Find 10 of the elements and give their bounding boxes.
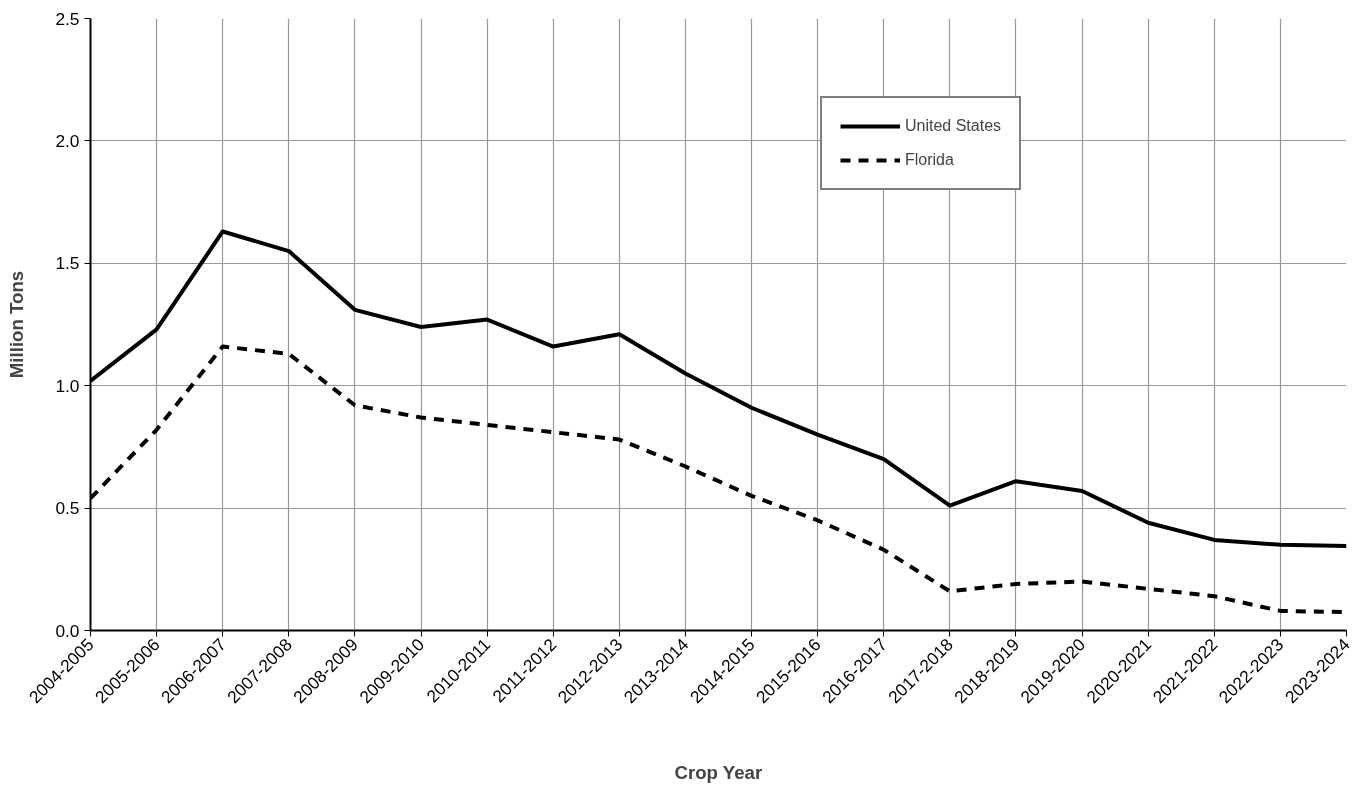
y-tick-label: 1.0: [55, 375, 80, 396]
y-tick-label: 2.5: [55, 8, 80, 29]
y-axis-title: Million Tons: [6, 270, 28, 379]
legend-label: Florida: [905, 151, 954, 169]
y-tick-label: 0.0: [55, 620, 80, 641]
y-tick-label: 0.5: [55, 498, 80, 519]
x-axis-title: Crop Year: [674, 761, 763, 783]
legend-label: United States: [905, 117, 1002, 135]
y-tick-label: 1.5: [55, 253, 80, 274]
y-tick-label: 2.0: [55, 130, 80, 151]
